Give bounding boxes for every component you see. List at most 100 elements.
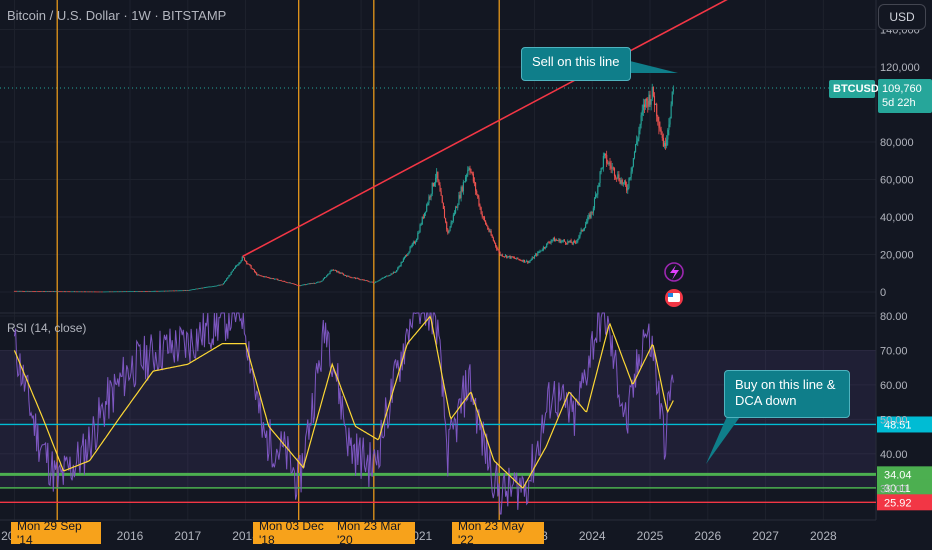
price-tick-label: 80,000	[880, 137, 914, 149]
price-candle	[255, 271, 257, 273]
price-candle	[68, 291, 70, 293]
price-candle	[181, 290, 183, 292]
buy-callout[interactable]: Buy on this line & DCA down	[724, 370, 850, 418]
price-candle	[150, 290, 152, 292]
price-candle	[351, 277, 353, 279]
price-candle	[38, 291, 40, 292]
sell-callout[interactable]: Sell on this line	[521, 47, 631, 81]
price-candle	[269, 277, 271, 279]
time-axis[interactable]: 2014201620172018202020212023202420252026…	[1, 529, 837, 543]
price-candle	[530, 259, 532, 261]
price-candle	[286, 282, 288, 283]
price-candle	[427, 203, 429, 205]
price-candle	[438, 180, 440, 186]
currency-button[interactable]: USD	[878, 4, 926, 30]
price-candle	[249, 264, 251, 266]
price-candle	[470, 171, 472, 173]
sell-trendline[interactable]	[242, 0, 749, 258]
price-candle	[250, 265, 252, 269]
price-candle	[415, 241, 417, 244]
price-candle	[445, 218, 447, 222]
price-candle	[440, 191, 442, 196]
price-candle	[661, 134, 663, 138]
price-candle	[591, 211, 593, 213]
price-candle	[71, 291, 73, 293]
price-candle	[389, 274, 391, 276]
price-candle	[496, 246, 498, 250]
price-candle	[662, 137, 664, 147]
price-candle	[60, 291, 62, 293]
rsi-tick-label: 40.00	[880, 449, 908, 461]
price-candle	[13, 290, 16, 292]
price-candle	[239, 262, 241, 264]
price-candle	[109, 291, 111, 293]
price-candle	[193, 289, 196, 290]
price-candle	[492, 237, 494, 241]
trendline-group[interactable]	[242, 0, 749, 258]
price-candle	[27, 290, 29, 292]
price-candle	[566, 243, 568, 245]
price-candle	[615, 176, 617, 178]
price-candle	[136, 291, 138, 292]
price-candle	[30, 290, 32, 292]
price-candle	[317, 281, 319, 283]
indicator-icons[interactable]	[664, 262, 684, 307]
price-candle	[19, 290, 21, 292]
last-price-value: 109,760	[882, 83, 922, 95]
price-candle	[447, 229, 449, 233]
price-candle	[652, 87, 654, 97]
price-candle	[163, 290, 166, 292]
price-candle	[368, 281, 370, 283]
price-candle	[240, 260, 242, 263]
price-candle	[556, 239, 558, 241]
price-candle	[358, 278, 360, 280]
price-candle	[507, 256, 509, 258]
price-candle	[156, 290, 158, 292]
price-candle	[315, 282, 317, 284]
price-candle	[341, 272, 343, 274]
price-candle	[588, 214, 590, 218]
price-candle	[17, 290, 19, 292]
price-candle	[576, 241, 578, 243]
price-candle	[642, 104, 644, 111]
price-candle	[311, 283, 313, 284]
price-candle	[361, 279, 363, 281]
price-candle	[518, 259, 520, 260]
price-candle	[446, 221, 448, 230]
price-candle	[483, 217, 486, 221]
price-candle	[607, 163, 609, 165]
price-candle	[26, 290, 28, 292]
price-candle	[599, 172, 601, 184]
price-candle	[270, 278, 272, 280]
price-candle	[342, 273, 344, 276]
price-candle	[20, 290, 22, 292]
price-candle	[538, 251, 540, 253]
price-candle	[535, 254, 537, 256]
price-candle	[21, 290, 23, 292]
price-candle	[616, 177, 618, 179]
price-candle	[558, 239, 560, 241]
price-candle	[219, 284, 221, 286]
price-candle	[636, 141, 638, 145]
price-candle	[83, 291, 86, 293]
price-candle	[145, 291, 147, 292]
price-candle	[290, 283, 292, 284]
price-candle	[388, 275, 390, 277]
price-candle	[598, 183, 600, 187]
rsi-level-tag	[877, 416, 932, 433]
price-candle	[359, 279, 361, 281]
price-candle	[478, 197, 480, 206]
lightning-icon[interactable]	[664, 262, 684, 282]
price-candle	[41, 291, 43, 292]
price-candle	[155, 290, 157, 292]
price-candle	[473, 181, 476, 183]
price-candle	[457, 204, 459, 208]
rsi-series	[13, 312, 674, 515]
price-candle	[260, 275, 262, 277]
price-candle	[471, 172, 473, 174]
price-candle	[432, 182, 434, 186]
price-candle	[391, 273, 393, 275]
price-candle	[262, 276, 264, 277]
